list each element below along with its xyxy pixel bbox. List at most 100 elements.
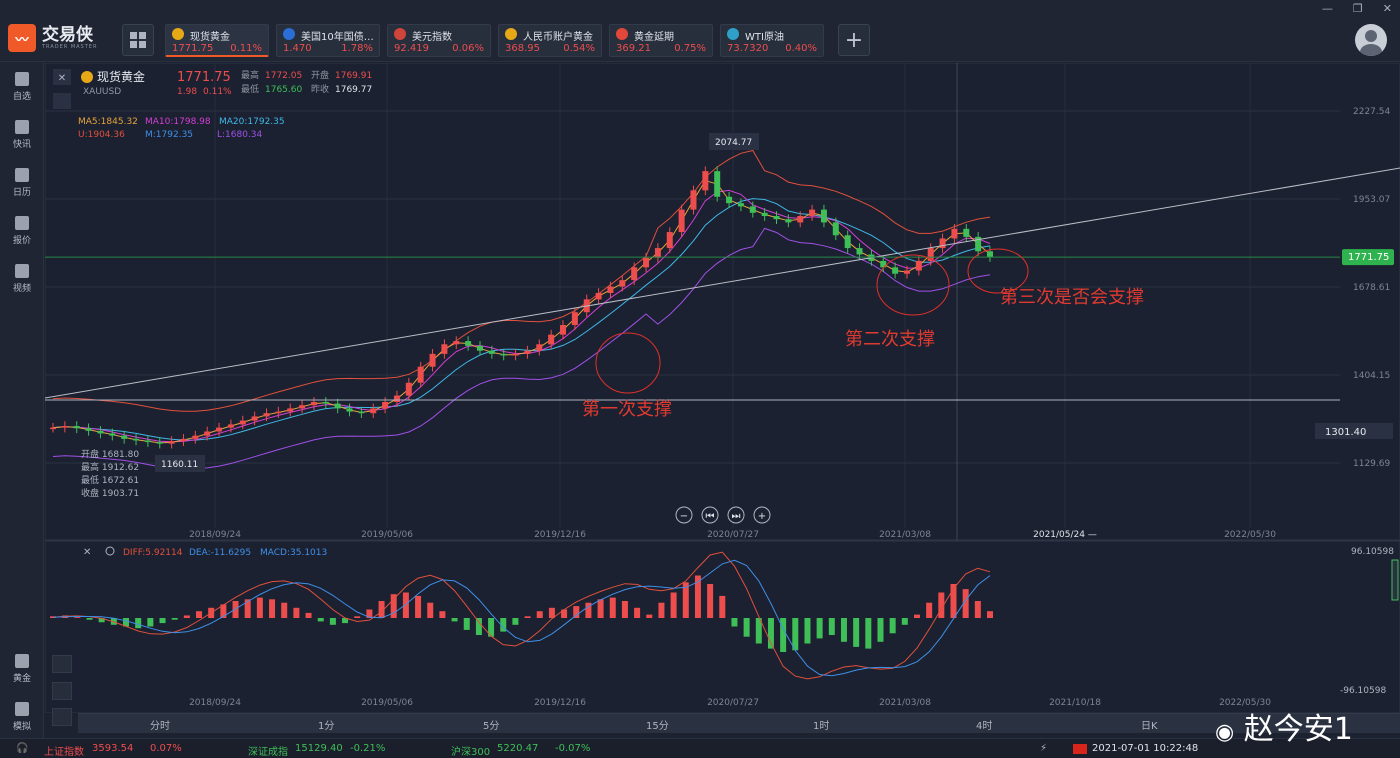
candle: [654, 248, 661, 258]
period-6[interactable]: 日K: [1141, 721, 1158, 732]
sidebar-bottom-item-1[interactable]: 模拟: [0, 698, 44, 738]
nav-button-0[interactable]: [675, 506, 693, 524]
macd-bar: [427, 602, 434, 618]
chart-area[interactable]: 2227.54 1953.07 1678.61 1404.15 1129.69 2018/…: [45, 63, 1400, 713]
trend-line[interactable]: [45, 167, 1400, 399]
period-2[interactable]: 5分: [483, 721, 500, 732]
quote-symbol: XAUUSD: [83, 87, 121, 97]
annotation-circle-1: [595, 332, 661, 394]
macd-bar: [573, 606, 580, 618]
macd-bar: [901, 618, 908, 625]
tab-name: 现货黄金: [190, 32, 230, 43]
add-tab-button[interactable]: +: [838, 24, 870, 56]
tab-change: 0.40%: [785, 43, 817, 54]
candle: [61, 426, 68, 428]
macd-bar: [889, 618, 896, 634]
candle: [453, 341, 460, 345]
sidebar-item-1[interactable]: 快讯: [0, 116, 44, 156]
candle: [690, 190, 697, 210]
candle: [548, 334, 555, 345]
headset-icon[interactable]: 🎧: [16, 743, 29, 754]
tab-5[interactable]: WTI原油 73.7320 0.40%: [720, 24, 824, 57]
macd-date-label: 2020/07/27: [707, 698, 759, 708]
candle: [275, 411, 282, 414]
sidebar-item-2[interactable]: 日历: [0, 164, 44, 204]
nav-button-3[interactable]: [753, 506, 771, 524]
annotation-circle-2: [876, 254, 950, 316]
sidebar-bottom-item-0[interactable]: 黄金: [0, 650, 44, 690]
date-axis-label: 2020/07/27: [707, 530, 759, 540]
candle: [631, 267, 638, 281]
macd-bar: [865, 618, 872, 649]
layout-grid-button[interactable]: [122, 24, 154, 56]
pen-tool-button[interactable]: [52, 682, 72, 700]
sz-index-value: 15129.40: [295, 743, 343, 754]
candle: [310, 401, 317, 406]
price-axis-label: 1953.07: [1353, 195, 1390, 205]
nav-button-1[interactable]: [701, 506, 719, 524]
candle: [975, 236, 982, 252]
nav-button-2[interactable]: [727, 506, 745, 524]
annotation-text-3: 第三次是否会支撑: [1000, 287, 1144, 308]
info-open: 开盘 1681.80: [81, 448, 139, 460]
macd-bar: [123, 618, 130, 627]
quote-price: 1771.75: [177, 70, 231, 85]
period-4[interactable]: 1时: [813, 721, 830, 732]
macd-bar: [840, 618, 847, 642]
price-axis-label: 1678.61: [1353, 283, 1390, 293]
tab-4[interactable]: 黄金延期 369.21 0.75%: [609, 24, 713, 57]
candle: [73, 426, 80, 429]
candle: [441, 344, 448, 354]
candle: [168, 441, 175, 444]
top-bar: — ❐ ✕ 〰 交易侠 TRADER MASTER 现货黄金 1771.75 0…: [0, 0, 1400, 62]
indicator-tool-button[interactable]: [52, 708, 72, 726]
low-label: 最低: [241, 83, 259, 95]
tab-1[interactable]: 美国10年国债… 1.470 1.78%: [276, 24, 380, 57]
tab-2[interactable]: 美元指数 92.419 0.06%: [387, 24, 491, 57]
period-5[interactable]: 4时: [976, 721, 993, 732]
tab-name: 黄金延期: [634, 32, 674, 43]
macd-bar: [451, 618, 458, 622]
price-chart[interactable]: 2227.54 1953.07 1678.61 1404.15 1129.69 2018/…: [45, 63, 1400, 713]
candle: [50, 427, 56, 430]
current-price-box: [1342, 249, 1394, 266]
sidebar-item-3[interactable]: 报价: [0, 212, 44, 252]
sidebar-item-0[interactable]: 自选: [0, 68, 44, 108]
macd-bar: [183, 615, 190, 618]
sz-index-change: -0.21%: [350, 743, 386, 754]
open-label: 开盘: [311, 69, 329, 81]
grid-icon: [130, 32, 146, 48]
macd-scrollbar[interactable]: [1391, 559, 1399, 601]
macd-diff-line: [52, 551, 991, 680]
tab-3[interactable]: 人民币账户黄金 368.95 0.54%: [498, 24, 602, 57]
sh-index-value: 3593.54: [92, 743, 134, 754]
macd-dea-line: [52, 559, 991, 677]
period-3[interactable]: 15分: [646, 721, 669, 732]
minimize-button[interactable]: —: [1321, 2, 1333, 15]
period-1[interactable]: 1分: [318, 721, 335, 732]
candle: [192, 435, 199, 439]
candle: [346, 408, 353, 412]
collapse-chart-button[interactable]: [53, 93, 71, 109]
candle: [951, 228, 958, 239]
restore-button[interactable]: ❐: [1352, 2, 1363, 15]
close-button[interactable]: ✕: [1382, 2, 1392, 15]
candle: [737, 203, 744, 207]
macd-settings-icon[interactable]: [105, 546, 115, 556]
candle: [97, 430, 104, 434]
avatar[interactable]: [1355, 24, 1387, 56]
macd-bar: [682, 582, 689, 618]
sidebar-item-4[interactable]: 视频: [0, 260, 44, 300]
close-icon: ✕: [58, 73, 66, 84]
candle: [263, 413, 270, 417]
sz-index-label: 深证成指: [248, 747, 288, 758]
tab-0[interactable]: 现货黄金 1771.75 0.11%: [165, 24, 269, 57]
period-0[interactable]: 分时: [150, 721, 170, 732]
candle: [358, 411, 365, 414]
close-chart-button[interactable]: [53, 69, 71, 85]
macd-bar: [646, 614, 653, 618]
draw-tool-button[interactable]: [52, 655, 72, 673]
sh-index-change: 0.07%: [150, 743, 182, 754]
datetime: 2021-07-01 10:22:48: [1092, 743, 1199, 754]
